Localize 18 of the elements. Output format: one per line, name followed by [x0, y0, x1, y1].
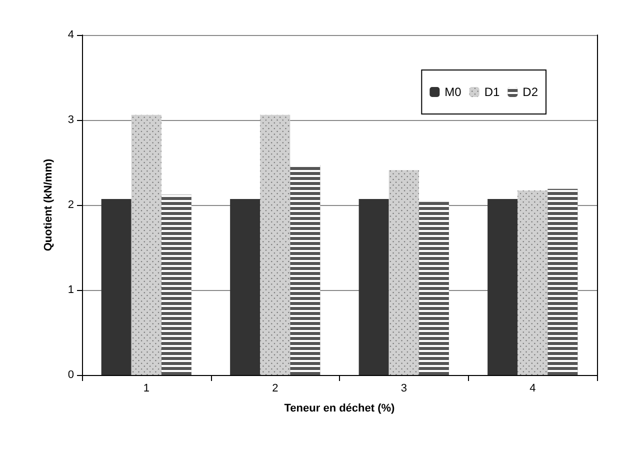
legend-label: D1 [484, 85, 500, 99]
bar [101, 199, 132, 375]
y-tick-label: 1 [68, 284, 74, 296]
y-axis-title: Quotient (kN/mm) [42, 158, 54, 252]
x-tick-label: 4 [530, 382, 536, 394]
y-tick-label: 3 [68, 114, 74, 126]
y-tick-label: 0 [68, 369, 74, 381]
x-tick-label: 3 [400, 382, 407, 394]
y-tick-label: 4 [68, 29, 74, 41]
x-tick-label: 1 [143, 382, 150, 394]
bar [230, 199, 260, 375]
x-axis-title: Teneur en déchet (%) [284, 402, 396, 414]
y-tick-label: 2 [68, 199, 74, 211]
legend-label: D2 [522, 85, 538, 99]
legend-label: M0 [444, 85, 462, 99]
x-tick-label: 2 [272, 382, 278, 394]
bar [488, 199, 518, 375]
bar [358, 199, 389, 375]
